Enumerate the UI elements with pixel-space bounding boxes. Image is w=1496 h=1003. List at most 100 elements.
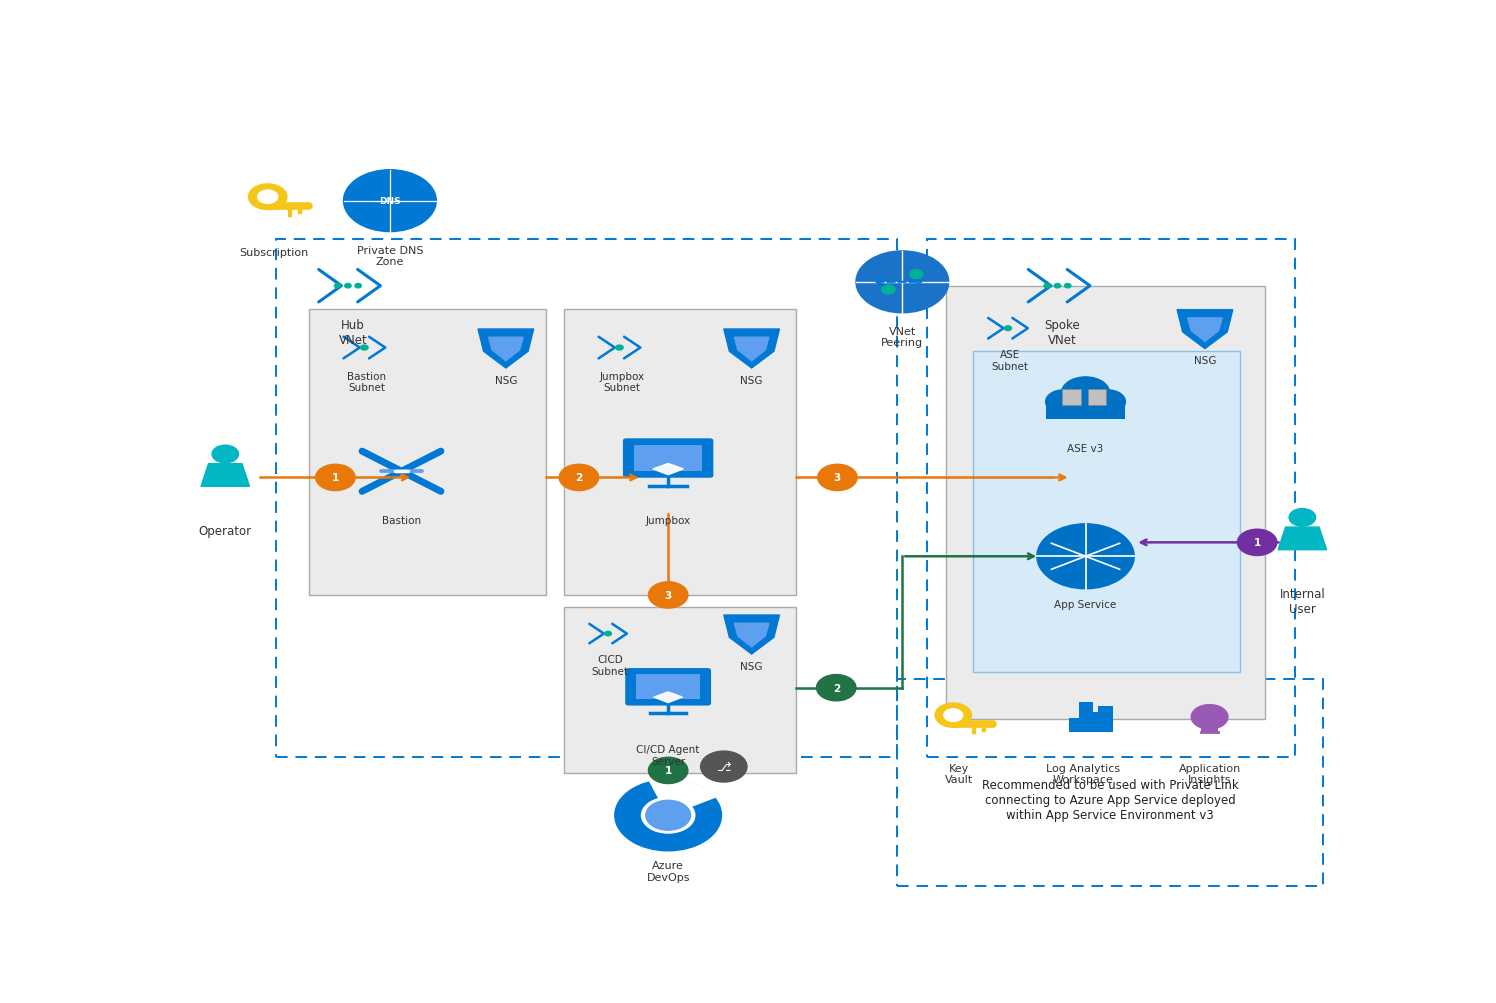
Text: Hub
VNet: Hub VNet bbox=[338, 319, 367, 347]
Text: ASE v3: ASE v3 bbox=[1068, 444, 1104, 454]
Circle shape bbox=[361, 346, 368, 351]
Circle shape bbox=[1037, 525, 1134, 589]
Text: NSG: NSG bbox=[741, 375, 763, 385]
Circle shape bbox=[700, 751, 747, 782]
Circle shape bbox=[1004, 327, 1011, 331]
FancyBboxPatch shape bbox=[1088, 390, 1107, 405]
Circle shape bbox=[910, 271, 923, 279]
Text: ASE
Subnet: ASE Subnet bbox=[992, 350, 1029, 371]
Text: Bastion: Bastion bbox=[381, 516, 420, 526]
FancyBboxPatch shape bbox=[634, 445, 703, 471]
Text: VNet
Peering: VNet Peering bbox=[881, 327, 923, 348]
Text: 2: 2 bbox=[833, 683, 839, 693]
Circle shape bbox=[335, 284, 341, 289]
Polygon shape bbox=[1278, 528, 1327, 551]
Circle shape bbox=[560, 464, 598, 491]
Text: Recommended to be used with Private Link
connecting to Azure App Service deploye: Recommended to be used with Private Link… bbox=[981, 778, 1239, 821]
FancyBboxPatch shape bbox=[1046, 401, 1125, 419]
Text: Jumpbox
Subnet: Jumpbox Subnet bbox=[600, 371, 645, 393]
Circle shape bbox=[1055, 284, 1061, 289]
Circle shape bbox=[344, 171, 437, 233]
Text: Private DNS
Zone: Private DNS Zone bbox=[356, 246, 423, 267]
Text: Subscription: Subscription bbox=[239, 248, 308, 258]
FancyBboxPatch shape bbox=[622, 439, 714, 478]
Text: Key
Vault: Key Vault bbox=[945, 763, 974, 784]
Text: 2: 2 bbox=[576, 473, 582, 482]
Polygon shape bbox=[1188, 319, 1222, 342]
Circle shape bbox=[642, 797, 694, 833]
Text: 3: 3 bbox=[664, 591, 672, 601]
Circle shape bbox=[1046, 390, 1082, 414]
FancyBboxPatch shape bbox=[1089, 712, 1103, 732]
Text: ⎇: ⎇ bbox=[717, 760, 732, 773]
FancyBboxPatch shape bbox=[625, 668, 711, 706]
Circle shape bbox=[1091, 390, 1125, 414]
Circle shape bbox=[1237, 530, 1278, 556]
Circle shape bbox=[883, 286, 895, 295]
Text: Log Analytics
Workspace: Log Analytics Workspace bbox=[1046, 763, 1121, 784]
FancyBboxPatch shape bbox=[564, 310, 796, 596]
Circle shape bbox=[648, 582, 688, 609]
Wedge shape bbox=[649, 779, 715, 815]
Circle shape bbox=[316, 464, 355, 491]
Circle shape bbox=[212, 445, 238, 463]
Polygon shape bbox=[735, 624, 769, 647]
Text: NSG: NSG bbox=[741, 661, 763, 671]
FancyBboxPatch shape bbox=[1079, 702, 1094, 732]
Text: Jumpbox: Jumpbox bbox=[646, 516, 691, 526]
Circle shape bbox=[856, 252, 948, 313]
Text: 1: 1 bbox=[664, 765, 672, 775]
Circle shape bbox=[1044, 284, 1050, 289]
Text: App Service: App Service bbox=[1055, 599, 1116, 609]
Circle shape bbox=[355, 284, 362, 289]
Text: Azure
DevOps: Azure DevOps bbox=[646, 861, 690, 882]
Text: CI/CD Agent
Server: CI/CD Agent Server bbox=[636, 744, 700, 766]
Circle shape bbox=[248, 185, 287, 211]
Polygon shape bbox=[479, 330, 534, 368]
Circle shape bbox=[818, 464, 857, 491]
Polygon shape bbox=[652, 464, 684, 475]
Text: DNS: DNS bbox=[378, 197, 401, 206]
FancyBboxPatch shape bbox=[564, 607, 796, 773]
FancyBboxPatch shape bbox=[1201, 720, 1218, 732]
Circle shape bbox=[1062, 377, 1110, 409]
Text: 1: 1 bbox=[332, 473, 340, 482]
Polygon shape bbox=[1177, 310, 1233, 349]
Circle shape bbox=[604, 632, 612, 636]
Text: NSG: NSG bbox=[1194, 356, 1216, 366]
FancyBboxPatch shape bbox=[1098, 706, 1113, 732]
Polygon shape bbox=[489, 338, 524, 361]
Polygon shape bbox=[724, 616, 779, 654]
Text: Bastion
Subnet: Bastion Subnet bbox=[347, 371, 386, 393]
Text: Operator: Operator bbox=[199, 525, 251, 538]
Text: Internal
User: Internal User bbox=[1279, 588, 1325, 616]
FancyBboxPatch shape bbox=[972, 352, 1240, 673]
Circle shape bbox=[646, 800, 691, 830]
Circle shape bbox=[1065, 284, 1071, 289]
FancyBboxPatch shape bbox=[947, 287, 1266, 719]
Circle shape bbox=[616, 346, 624, 351]
Polygon shape bbox=[200, 464, 250, 486]
Text: 1: 1 bbox=[1254, 538, 1261, 548]
Text: Application
Insights: Application Insights bbox=[1179, 763, 1240, 784]
FancyBboxPatch shape bbox=[308, 310, 546, 596]
Polygon shape bbox=[654, 692, 682, 703]
Circle shape bbox=[257, 191, 278, 205]
Circle shape bbox=[817, 675, 856, 701]
Circle shape bbox=[1191, 705, 1228, 729]
FancyBboxPatch shape bbox=[1070, 718, 1085, 732]
Circle shape bbox=[615, 780, 721, 851]
Circle shape bbox=[935, 703, 971, 727]
Circle shape bbox=[944, 709, 963, 722]
Polygon shape bbox=[735, 338, 769, 361]
Circle shape bbox=[1290, 510, 1315, 527]
Circle shape bbox=[344, 284, 352, 289]
Circle shape bbox=[648, 757, 688, 783]
FancyBboxPatch shape bbox=[636, 675, 700, 700]
FancyBboxPatch shape bbox=[1062, 390, 1082, 405]
Polygon shape bbox=[724, 330, 779, 368]
Text: Spoke
VNet: Spoke VNet bbox=[1044, 319, 1080, 347]
Text: CICD
Subnet: CICD Subnet bbox=[592, 655, 628, 676]
Text: NSG: NSG bbox=[495, 375, 518, 385]
Text: 3: 3 bbox=[833, 473, 841, 482]
